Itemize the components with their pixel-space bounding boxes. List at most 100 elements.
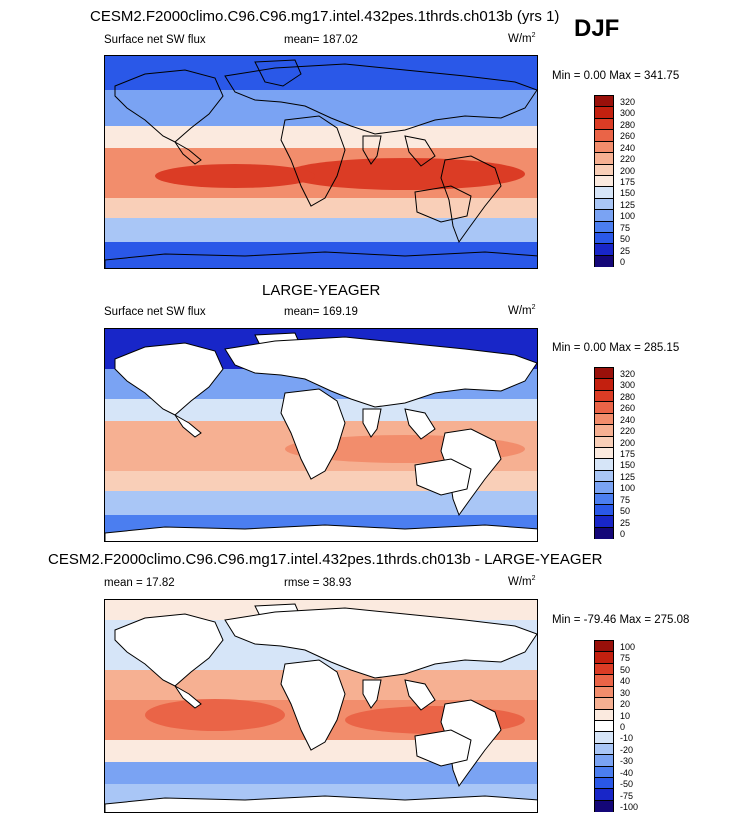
panel2-variable-label: Surface net SW flux (104, 306, 206, 318)
continent-australia (414, 729, 472, 767)
panel1-minmax: Min = 0.00 Max = 341.75 (552, 70, 680, 82)
colorbar-swatch (595, 527, 613, 540)
continent-greenland (254, 59, 302, 87)
panel3-colorbar (594, 640, 614, 813)
colorbar-swatch (595, 482, 613, 494)
panel2-map (104, 328, 538, 542)
panel3-title: CESM2.F2000climo.C96.C96.mg17.intel.432p… (48, 551, 603, 568)
season-label: DJF (574, 15, 620, 42)
colorbar-swatch (595, 118, 613, 131)
continent-antarctica (105, 795, 537, 812)
colorbar-tick-label: -20 (620, 744, 634, 755)
colorbar-tick-label: -30 (620, 756, 634, 767)
colorbar-tick-label: 280 (620, 391, 636, 402)
panel1-title: CESM2.F2000climo.C96.C96.mg17.intel.432p… (90, 8, 560, 25)
continent-antarctica (105, 524, 537, 541)
panel3-minmax: Min = -79.46 Max = 275.08 (552, 614, 690, 626)
colorbar-tick-label: 30 (620, 687, 631, 698)
colorbar-swatch (595, 755, 613, 767)
panel3-units: W/m2 (508, 575, 536, 588)
continent-india (362, 679, 382, 709)
panel1-arctic-band (105, 56, 537, 90)
colorbar-tick-label: 260 (620, 403, 636, 414)
panel1-south-subtrop-band (105, 198, 537, 218)
colorbar-swatch (595, 390, 613, 403)
colorbar-swatch (595, 379, 613, 391)
continent-central-america (174, 141, 202, 165)
panel3-rmse-label: rmse = 38.93 (284, 577, 352, 589)
continent-north-america (114, 613, 224, 687)
panel2-land (105, 332, 537, 541)
colorbar-tick-label: 175 (620, 177, 636, 187)
continent-africa (280, 115, 346, 207)
continent-australia (414, 185, 472, 223)
panel1-south-midlat-band (105, 218, 537, 242)
colorbar-tick-label: 175 (620, 449, 636, 459)
panel3-land (105, 603, 537, 812)
colorbar-swatch (595, 766, 613, 779)
panel1-north-midlat-band (105, 90, 537, 126)
colorbar-swatch (595, 164, 613, 176)
colorbar-tick-label: 0 (620, 257, 626, 268)
colorbar-swatch (595, 187, 613, 199)
panel3-map (104, 599, 538, 813)
colorbar-tick-label: 0 (620, 529, 626, 540)
colorbar-tick-label: 100 (620, 642, 636, 652)
colorbar-swatch (595, 221, 613, 234)
continent-africa (280, 659, 346, 751)
colorbar-tick-label: 10 (620, 710, 631, 721)
panel1-map-svg (105, 56, 537, 268)
colorbar-tick-label: 125 (620, 199, 636, 210)
colorbar-tick-label: 50 (620, 664, 631, 675)
colorbar-tick-label: -10 (620, 733, 634, 744)
colorbar-swatch (595, 720, 613, 733)
panel1-variable-label: Surface net SW flux (104, 34, 206, 46)
continent-australia (414, 458, 472, 496)
colorbar-tick-label: 240 (620, 142, 636, 153)
panel3-map-svg (105, 600, 537, 812)
colorbar-swatch (595, 198, 613, 211)
continent-central-america (174, 685, 202, 709)
colorbar-swatch (595, 505, 613, 517)
continent-antarctica (105, 251, 537, 268)
colorbar-tick-label: 40 (620, 676, 631, 687)
continent-eurasia (224, 63, 537, 135)
panel3-south-midlat-band (105, 762, 537, 784)
colorbar-tick-label: -50 (620, 779, 634, 790)
panel2-map-svg (105, 329, 537, 541)
colorbar-tick-label: -75 (620, 790, 634, 801)
colorbar-swatch (595, 368, 613, 380)
panel2-mean-label: mean= 169.19 (284, 306, 358, 318)
colorbar-swatch (595, 652, 613, 664)
continent-india (362, 408, 382, 438)
colorbar-swatch (595, 413, 613, 426)
panel1-north-subtrop-band (105, 126, 537, 148)
colorbar-swatch (595, 233, 613, 245)
colorbar-swatch (595, 175, 613, 188)
colorbar-tick-label: 50 (620, 506, 631, 517)
colorbar-tick-label: 220 (620, 426, 636, 437)
colorbar-swatch (595, 244, 613, 256)
colorbar-tick-label: 260 (620, 131, 636, 142)
colorbar-swatch (595, 130, 613, 142)
colorbar-swatch (595, 800, 613, 813)
colorbar-tick-label: 300 (620, 380, 636, 391)
colorbar-swatch (595, 210, 613, 222)
panel3-indian-max (145, 699, 285, 731)
continent-southeast-asia (404, 408, 436, 440)
colorbar-swatch (595, 732, 613, 744)
colorbar-swatch (595, 436, 613, 448)
panel1-coastlines (105, 59, 537, 268)
panel3-mean-label: mean = 17.82 (104, 577, 175, 589)
continent-north-america (114, 342, 224, 416)
colorbar-swatch (595, 255, 613, 268)
colorbar-swatch (595, 141, 613, 154)
colorbar-tick-label: 100 (620, 483, 636, 494)
colorbar-tick-label: 280 (620, 119, 636, 130)
continent-north-america (114, 69, 224, 143)
panel2-colorbar (594, 367, 614, 540)
panel1-map (104, 55, 538, 269)
colorbar-swatch (595, 641, 613, 653)
panel1-tropics-max (285, 158, 525, 190)
continent-india (362, 135, 382, 165)
